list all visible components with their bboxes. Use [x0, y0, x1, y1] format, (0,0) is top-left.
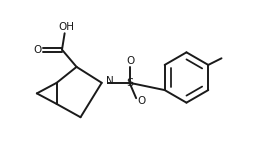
Text: O: O: [33, 45, 41, 55]
Text: OH: OH: [58, 22, 74, 32]
Text: O: O: [138, 96, 146, 106]
Text: S: S: [126, 78, 133, 88]
Text: N: N: [106, 76, 114, 86]
Text: O: O: [126, 56, 135, 66]
